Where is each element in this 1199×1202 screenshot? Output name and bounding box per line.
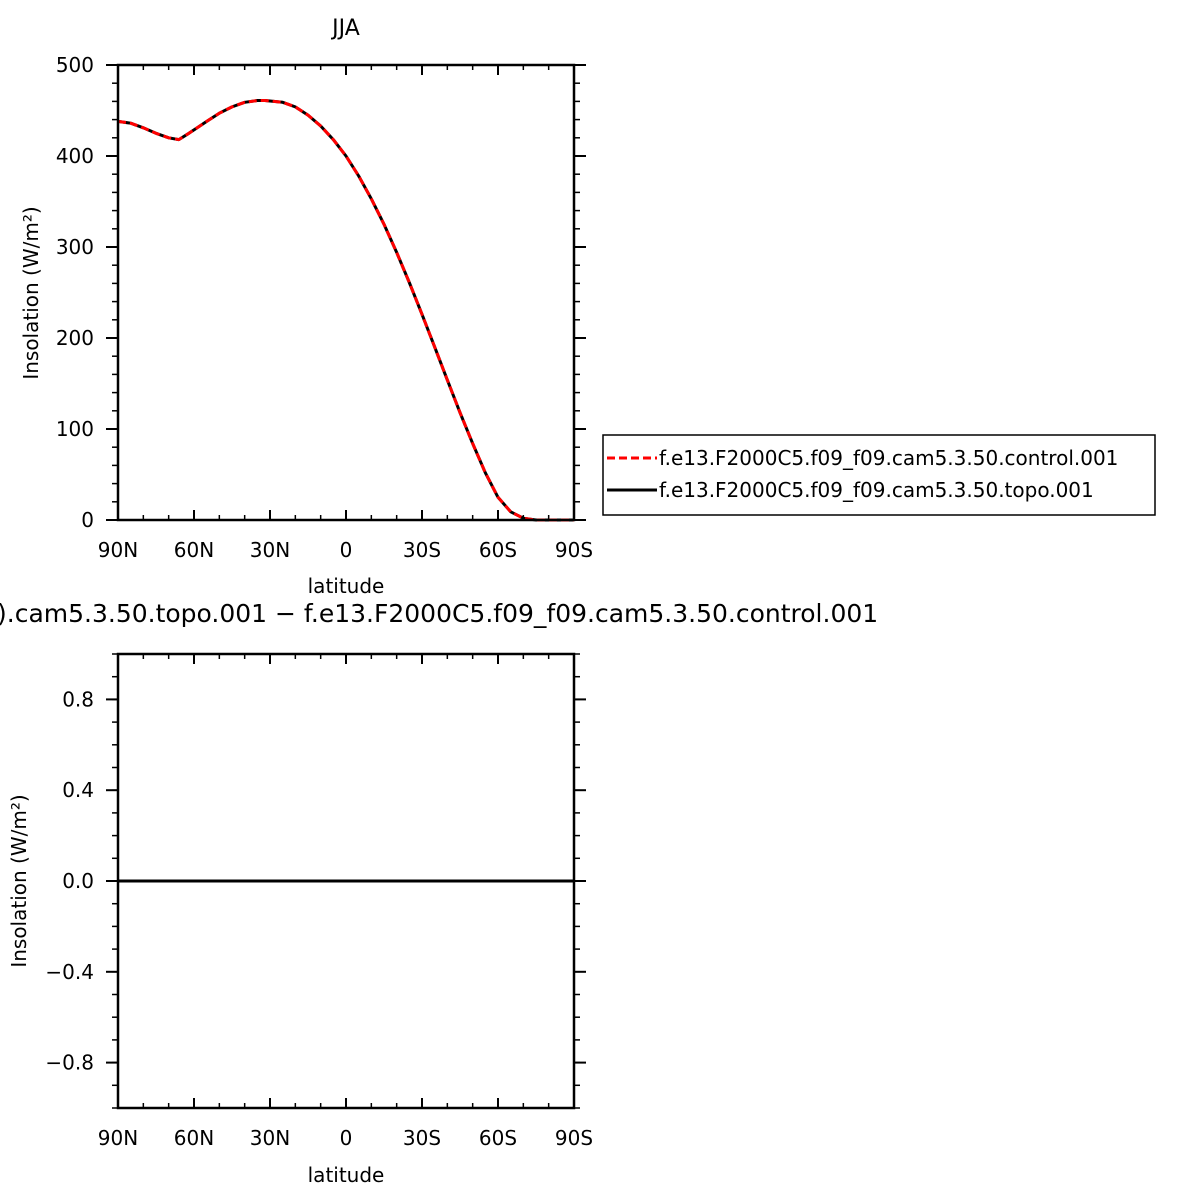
panel1-xtick-label: 30N <box>250 538 290 562</box>
panel1-title: JJA <box>330 16 360 41</box>
legend-label-control: f.e13.F2000C5.f09_f09.cam5.3.50.control.… <box>659 446 1118 470</box>
panel2-ytick-label: −0.4 <box>45 960 94 984</box>
panel2-ytick-label: 0.8 <box>62 687 94 711</box>
panel2-xtick-label: 0 <box>340 1126 353 1150</box>
panel1-ytick-label: 200 <box>56 326 94 350</box>
panel2-frame <box>116 652 576 1110</box>
legend: f.e13.F2000C5.f09_f09.cam5.3.50.control.… <box>602 434 1156 516</box>
panel2-xtick-label: 30S <box>403 1126 441 1150</box>
panel1-xtick-label: 90S <box>555 538 593 562</box>
panel1-frame <box>116 63 576 522</box>
panel2-ytick-label: 0.4 <box>62 778 94 802</box>
panel1-ytick-label: 0 <box>81 508 94 532</box>
panel1-series-line-0 <box>117 99 574 522</box>
panel2-xtick-label: 60S <box>479 1126 517 1150</box>
panel1-ytick-label: 500 <box>56 53 94 77</box>
panel1-ticks: 90N 60N 30N 0 30S 60S 90S 0 100 200 300 400 500 <box>56 53 593 562</box>
panel2-xtick-label: 90S <box>555 1126 593 1150</box>
legend-box <box>602 434 1156 516</box>
panel1-xtick-label: 0 <box>340 538 353 562</box>
legend-label-topo: f.e13.F2000C5.f09_f09.cam5.3.50.topo.001 <box>659 478 1094 502</box>
panel1-xtick-label: 30S <box>403 538 441 562</box>
panel2-ticks: 90N 60N 30N 0 30S 60S 90S 0.8 0.4 0.0 −0.4 −0.8 <box>45 653 593 1150</box>
panel2-ylabel: Insolation (W/m²) <box>7 794 31 967</box>
panel2-title: ).cam5.3.50.topo.001 − f.e13.F2000C5.f09… <box>0 599 878 628</box>
panel1-ytick-label: 100 <box>56 417 94 441</box>
panel2-xlabel: latitude <box>308 1163 385 1187</box>
panel1-xlabel: latitude <box>308 574 385 598</box>
panel1-ytick-label: 300 <box>56 235 94 259</box>
panel1-xtick-label: 60N <box>174 538 214 562</box>
panel2-xtick-label: 90N <box>98 1126 138 1150</box>
panel1-xtick-label: 60S <box>479 538 517 562</box>
panel2-xtick-label: 60N <box>174 1126 214 1150</box>
panel1-series-line-1 <box>117 99 574 522</box>
panel1-ytick-label: 400 <box>56 144 94 168</box>
panel1-lines <box>117 99 574 522</box>
panel2-ytick-label: 0.0 <box>62 869 94 893</box>
panel2-ytick-label: −0.8 <box>45 1051 94 1075</box>
panel1-ylabel: Insolation (W/m²) <box>19 206 43 379</box>
panel1-xtick-label: 90N <box>98 538 138 562</box>
panel2-xtick-label: 30N <box>250 1126 290 1150</box>
